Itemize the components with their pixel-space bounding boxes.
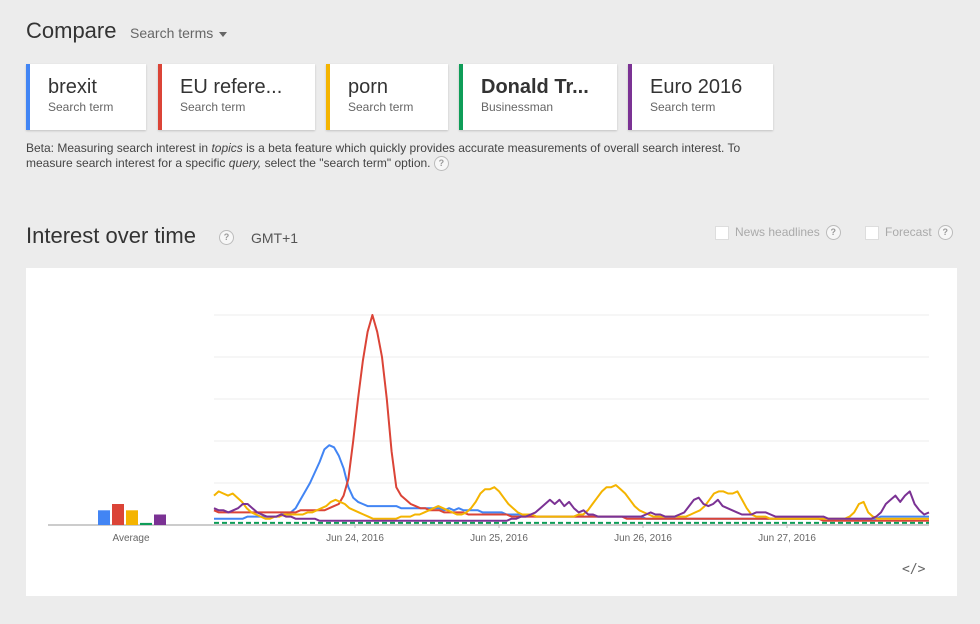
term-color-bar: [158, 64, 162, 130]
timezone-label: GMT+1: [251, 230, 299, 246]
x-tick-label: Jun 25, 2016: [470, 533, 528, 544]
term-card-brexit[interactable]: brexit Search term: [26, 64, 146, 130]
average-label: Average: [112, 533, 150, 544]
chart-panel: Average Jun 24, 2016 Jun 25, 2016 Jun 26, 2…: [26, 268, 957, 596]
page-title: Compare: [26, 18, 117, 43]
forecast-checkbox[interactable]: [865, 225, 879, 240]
term-subtitle: Search term: [48, 100, 114, 114]
term-color-bar: [326, 64, 330, 130]
term-label: EU refere...: [180, 76, 283, 98]
average-bar: [126, 510, 138, 525]
average-bar: [140, 522, 152, 525]
term-card-porn[interactable]: porn Search term: [326, 64, 448, 130]
term-card-euro-2016[interactable]: Euro 2016 Search term: [628, 64, 773, 130]
beta-em-query: query,: [228, 156, 262, 170]
term-subtitle: Search term: [180, 100, 246, 114]
interest-chart: Average Jun 24, 2016 Jun 25, 2016 Jun 26, 2…: [48, 314, 930, 544]
news-headlines-option[interactable]: News headlines?: [715, 225, 841, 241]
help-icon[interactable]: ?: [825, 225, 841, 241]
term-subtitle: Search term: [348, 100, 414, 114]
news-headlines-checkbox[interactable]: [715, 225, 729, 240]
term-color-bar: [459, 64, 463, 130]
beta-text: Beta: Measuring search interest in: [26, 141, 212, 155]
term-card-eu-referendum[interactable]: EU refere... Search term: [158, 64, 315, 130]
forecast-option[interactable]: Forecast?: [865, 225, 953, 241]
average-bar: [98, 510, 110, 525]
series-line: [213, 314, 929, 522]
x-tick-label: Jun 27, 2016: [758, 533, 816, 544]
term-subtitle: Businessman: [481, 100, 554, 114]
help-icon[interactable]: ?: [219, 230, 234, 245]
news-headlines-label: News headlines: [735, 225, 820, 239]
term-label: porn: [348, 76, 389, 98]
series-line: [213, 484, 929, 520]
help-icon[interactable]: ?: [937, 225, 953, 241]
x-tick-label: Jun 26, 2016: [614, 533, 672, 544]
average-bar: [154, 514, 166, 525]
caret-down-icon: [219, 31, 228, 37]
term-label: Donald Tr...: [481, 76, 589, 98]
term-color-bar: [628, 64, 632, 130]
beta-text: is a beta feature which quickly provides…: [26, 141, 741, 170]
term-label: Euro 2016: [650, 76, 743, 98]
search-type-dropdown[interactable]: Search terms: [130, 25, 228, 41]
forecast-label: Forecast: [885, 225, 932, 239]
series-line: [213, 490, 930, 522]
beta-notice: Beta: Measuring search interest in topic…: [26, 141, 766, 172]
help-icon[interactable]: ?: [433, 156, 449, 172]
beta-em-topics: topics: [211, 141, 243, 155]
search-type-label: Search terms: [130, 25, 214, 41]
x-tick-label: Jun 24, 2016: [326, 533, 384, 544]
beta-text: select the "search term" option.: [261, 156, 431, 170]
term-subtitle: Search term: [650, 100, 716, 114]
embed-code-icon[interactable]: </>: [902, 562, 926, 577]
term-card-donald-trump[interactable]: Donald Tr... Businessman: [459, 64, 617, 130]
section-title: Interest over time: [26, 223, 196, 248]
term-label: brexit: [48, 76, 97, 98]
average-bar: [112, 504, 124, 525]
term-color-bar: [26, 64, 30, 130]
